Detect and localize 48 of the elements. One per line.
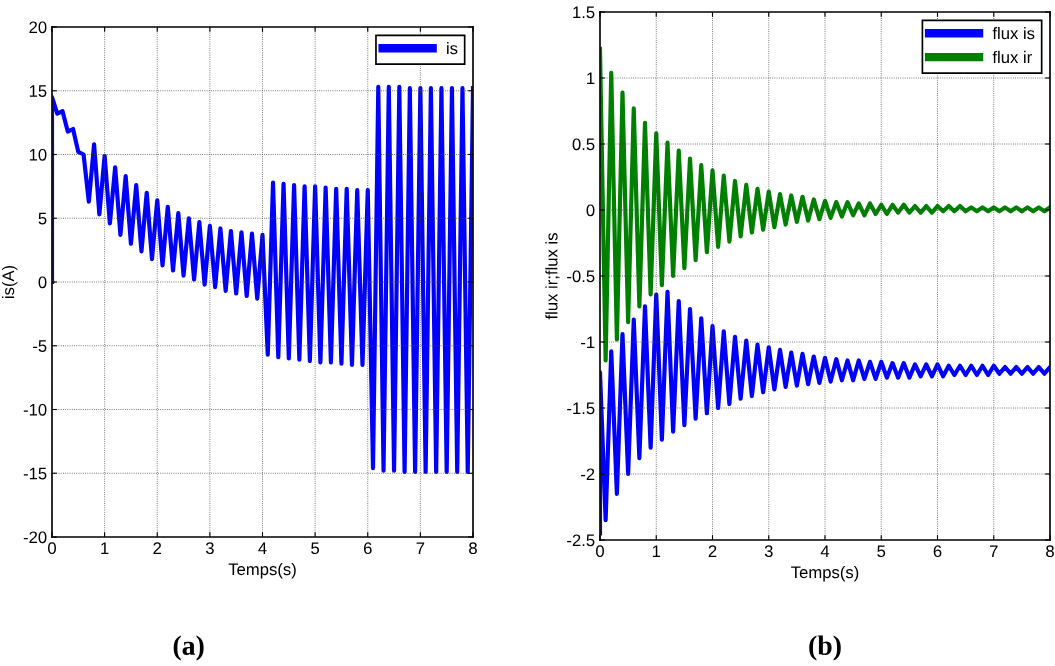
x-tick-label: 4: [258, 542, 267, 554]
x-tick-label: 5: [311, 542, 320, 555]
legend-label: is: [447, 42, 458, 55]
y-tick-label: -10: [23, 403, 47, 416]
y-tick-label: -1: [581, 336, 595, 349]
y-tick-label: 1: [587, 72, 595, 85]
y-tick-label: -0.5: [567, 270, 595, 283]
x-axis-title: Temps(s): [791, 565, 859, 582]
y-tick-label: 0: [586, 204, 595, 217]
y-tick-label: 0: [38, 276, 47, 289]
x-tick-label: 3: [764, 545, 773, 558]
line-series: [52, 84, 473, 475]
x-tick-label: 7: [989, 545, 998, 557]
x-tick-label: 2: [153, 542, 162, 554]
x-tick-label: 7: [416, 542, 425, 554]
x-tick-label: 2: [708, 545, 717, 557]
y-tick-label: -2.5: [567, 534, 595, 547]
legend-label: flux ir: [992, 50, 1032, 64]
x-tick-label: 6: [933, 545, 942, 558]
y-tick-label: 15: [29, 85, 47, 97]
text: (b): [809, 635, 841, 661]
x-tick-label: 0: [48, 542, 56, 555]
y-tick-label: -20: [23, 531, 47, 544]
line-series: [600, 289, 1050, 536]
x-tick-label: 4: [820, 545, 830, 557]
legend-label: flux is: [992, 27, 1035, 40]
x-tick-label: 6: [363, 542, 372, 555]
x-axis-title: Temps(s): [228, 562, 296, 579]
y-tick-label: -1.5: [567, 402, 595, 415]
y-tick-label: -5: [33, 340, 47, 352]
y-tick-label: 5: [38, 212, 47, 225]
x-tick-label: 1: [101, 542, 109, 554]
y-tick-label: 0.5: [572, 138, 595, 151]
y-axis-title: flux ir;flux is: [545, 233, 560, 320]
x-tick-label: 8: [1046, 545, 1054, 558]
y-tick-label: -2: [581, 468, 595, 481]
y-tick-label: 10: [29, 148, 47, 161]
x-tick-label: 1: [652, 545, 661, 557]
x-tick-label: 5: [877, 545, 886, 558]
y-tick-label: 20: [29, 21, 47, 34]
y-axis-title: is(A): [1, 265, 18, 299]
y-tick-label: 1.5: [573, 6, 595, 19]
x-tick-label: 0: [596, 545, 604, 558]
x-tick-label: 8: [469, 542, 477, 555]
line-series: [600, 46, 1050, 363]
y-tick-label: -15: [23, 467, 47, 480]
text: (a): [173, 635, 204, 661]
x-tick-label: 3: [205, 542, 214, 555]
